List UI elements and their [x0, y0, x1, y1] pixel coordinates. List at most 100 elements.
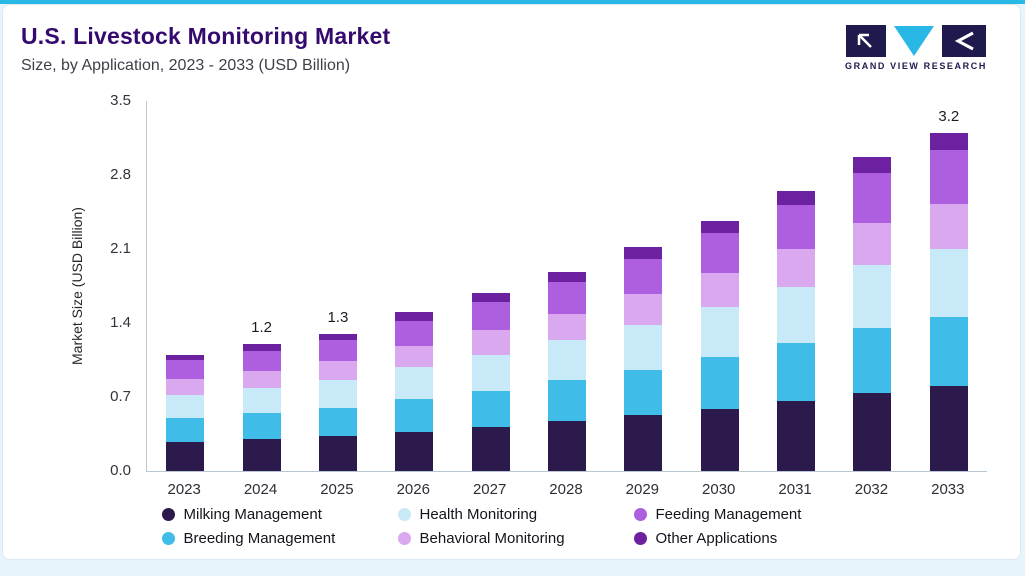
- brand-logo: GRAND VIEW RESEARCH: [836, 25, 996, 71]
- legend-row: Milking Management Health Monitoring Feedi…: [161, 506, 862, 523]
- legend-swatch: [161, 508, 175, 521]
- legend-item-breeding-management: Breeding Management: [161, 530, 390, 547]
- bar-value-label-2025: 1.3: [327, 308, 349, 326]
- bar-segment-breeding-management: [929, 316, 968, 387]
- bar-segment-breeding-management: [242, 412, 281, 440]
- y-axis-title: Market Size (USD Billion): [69, 207, 85, 365]
- bar-segment-feeding-management: [318, 339, 357, 362]
- legend-item-health-monitoring: Health Monitoring: [397, 506, 626, 523]
- page-title: U.S. Livestock Monitoring Market: [21, 23, 391, 49]
- y-tick-label: 2.1: [110, 240, 131, 257]
- bar-segment-behavioral-monitoring: [395, 346, 434, 368]
- bar-segment-milking-management: [624, 414, 663, 471]
- brand-logo-text: GRAND VIEW RESEARCH: [845, 61, 987, 71]
- x-axis-labels: 2023 2024 2025 2026 2027 2028 2029 2030 2031 2032…: [146, 481, 986, 501]
- bar-segment-health-monitoring: [777, 287, 816, 344]
- bar-segment-feeding-management: [166, 360, 205, 380]
- bar-segment-feeding-management: [777, 204, 816, 250]
- bar-segment-breeding-management: [395, 399, 434, 432]
- legend-label: Feeding Management: [655, 506, 802, 523]
- y-tick-label: 2.8: [110, 166, 131, 183]
- legend-swatch: [633, 508, 647, 521]
- bar-segment-behavioral-monitoring: [471, 330, 510, 355]
- legend-label: Other Applications: [655, 530, 778, 547]
- x-tick-label: 2028: [549, 481, 583, 498]
- bar-2031: [777, 190, 816, 471]
- brand-logo-mark: [846, 25, 986, 57]
- bar-segment-behavioral-monitoring: [929, 203, 968, 250]
- bar-segment-milking-management: [166, 442, 205, 471]
- bar-segment-health-monitoring: [166, 394, 205, 419]
- bar-2033: [929, 132, 968, 471]
- bar-segment-behavioral-monitoring: [242, 370, 281, 388]
- x-tick-label: 2029: [625, 481, 660, 498]
- y-axis-ticks: 0.0 0.7 1.4 2.1 2.8 3.5: [93, 92, 139, 479]
- bar-segment-other-applications: [624, 246, 663, 259]
- legend-label: Breeding Management: [183, 530, 336, 547]
- bar-2028: [548, 272, 586, 471]
- legend-label: Health Monitoring: [419, 506, 538, 523]
- bar-segment-breeding-management: [471, 390, 510, 427]
- legend-item-feeding-management: Feeding Management: [633, 506, 862, 523]
- bar-segment-behavioral-monitoring: [624, 294, 663, 326]
- bar-segment-breeding-management: [853, 328, 892, 393]
- bar-segment-feeding-management: [242, 350, 281, 371]
- bar-segment-milking-management: [929, 386, 968, 471]
- legend-swatch: [397, 532, 411, 545]
- bar-2027: [471, 293, 510, 471]
- bar-segment-health-monitoring: [242, 387, 281, 413]
- page-subtitle: Size, by Application, 2023 - 2033 (USD B…: [21, 57, 351, 74]
- x-tick-label: 2032: [854, 481, 889, 498]
- x-tick-label: 2024: [243, 481, 278, 498]
- bar-segment-behavioral-monitoring: [853, 222, 892, 265]
- bar-2030: [700, 220, 739, 471]
- bar-segment-milking-management: [395, 431, 434, 471]
- x-tick-label: 2031: [778, 481, 812, 498]
- legend-label: Behavioral Monitoring: [419, 530, 565, 547]
- bar-segment-feeding-management: [929, 149, 968, 204]
- bar-segment-milking-management: [853, 392, 892, 471]
- bar-segment-milking-management: [242, 439, 281, 471]
- bar-segment-other-applications: [318, 333, 357, 340]
- x-tick-label: 2033: [931, 481, 965, 498]
- bar-segment-behavioral-monitoring: [166, 379, 205, 395]
- y-tick-label: 1.4: [110, 314, 131, 331]
- bar-segment-health-monitoring: [471, 354, 510, 391]
- bar-segment-other-applications: [242, 344, 281, 351]
- y-tick-label: 0.0: [110, 462, 131, 479]
- bar-segment-other-applications: [471, 293, 510, 302]
- bar-segment-feeding-management: [471, 301, 510, 331]
- bar-segment-feeding-management: [395, 320, 434, 347]
- bar-segment-other-applications: [853, 157, 892, 173]
- bar-segment-health-monitoring: [395, 367, 434, 400]
- x-tick-label: 2027: [472, 481, 507, 498]
- bar-segment-feeding-management: [548, 281, 586, 314]
- bar-segment-milking-management: [548, 421, 586, 471]
- bar-segment-milking-management: [777, 401, 816, 471]
- bar-segment-other-applications: [548, 272, 586, 282]
- bar-segment-other-applications: [777, 190, 816, 205]
- legend-swatch: [633, 532, 647, 545]
- bar-segment-breeding-management: [548, 380, 586, 422]
- bar-segment-behavioral-monitoring: [777, 249, 816, 288]
- bar-segment-breeding-management: [318, 407, 357, 437]
- bar-segment-breeding-management: [700, 356, 739, 409]
- bar-2025: [318, 333, 357, 471]
- bar-segment-health-monitoring: [700, 307, 739, 357]
- bar-value-label-2033: 3.2: [938, 107, 960, 125]
- bar-segment-feeding-management: [700, 233, 739, 274]
- plot-area: 1.2 1.3 3.2: [146, 101, 987, 472]
- x-tick-label: 2030: [702, 481, 736, 498]
- bar-segment-health-monitoring: [929, 249, 968, 317]
- bar-2029: [624, 246, 663, 471]
- bar-2026: [395, 312, 434, 471]
- bar-segment-other-applications: [929, 132, 968, 150]
- bar-segment-health-monitoring: [548, 339, 586, 381]
- bar-segment-behavioral-monitoring: [318, 361, 357, 381]
- x-tick-label: 2026: [396, 481, 430, 498]
- top-accent-bar: [0, 0, 1025, 4]
- legend-row: Breeding Management Behavioral Monitoring…: [161, 530, 862, 547]
- bar-segment-milking-management: [471, 426, 510, 471]
- chart-card: U.S. Livestock Monitoring Market Size, b…: [2, 4, 1021, 560]
- bar-segment-other-applications: [700, 220, 739, 234]
